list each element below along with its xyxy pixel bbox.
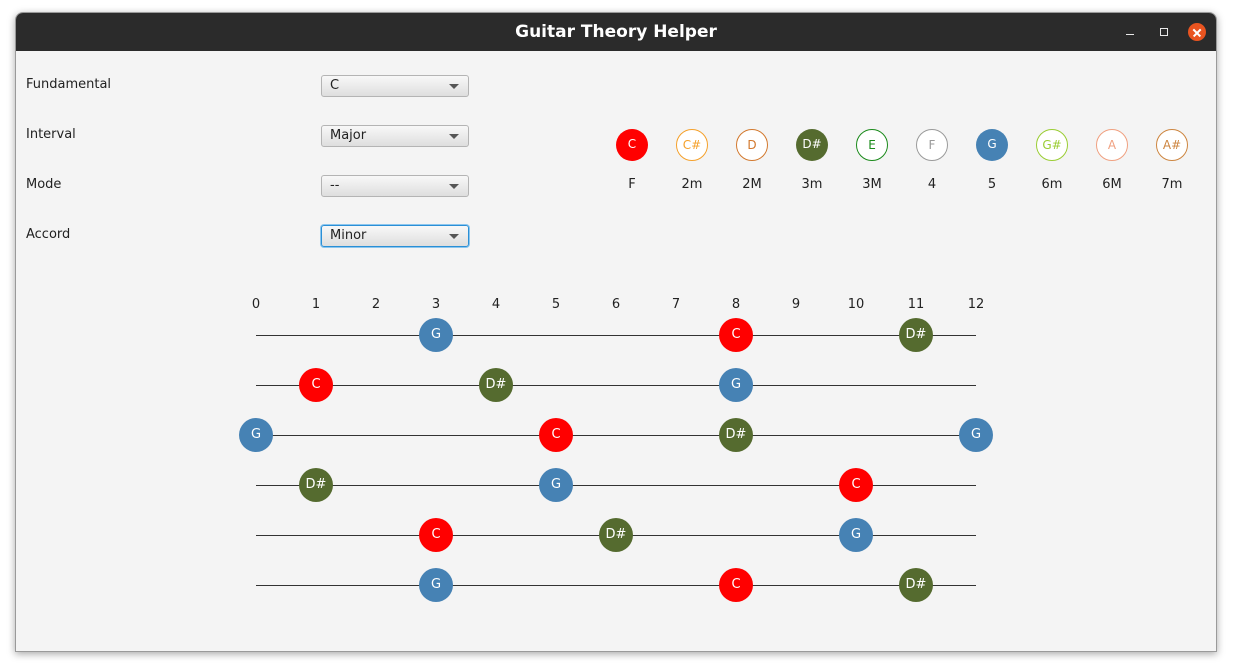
fret-number: 0 bbox=[251, 297, 261, 312]
fret-number: 7 bbox=[671, 297, 681, 312]
legend-note: A bbox=[1096, 129, 1128, 161]
interval-dropdown[interactable]: Major bbox=[321, 125, 469, 147]
fretboard-note: C bbox=[299, 368, 333, 402]
fret-number: 8 bbox=[731, 297, 741, 312]
title-bar[interactable]: Guitar Theory Helper bbox=[16, 13, 1216, 51]
fret-number: 6 bbox=[611, 297, 621, 312]
fundamental-label: Fundamental bbox=[26, 77, 112, 92]
legend-interval-label: 2M bbox=[742, 177, 762, 192]
mode-dropdown[interactable]: -- bbox=[321, 175, 469, 197]
maximize-icon[interactable] bbox=[1155, 23, 1173, 41]
guitar-string bbox=[256, 385, 976, 386]
fretboard-note: G bbox=[239, 418, 273, 452]
fret-number: 9 bbox=[791, 297, 801, 312]
legend-note: C# bbox=[676, 129, 708, 161]
fretboard-note: G bbox=[719, 368, 753, 402]
fretboard-note: D# bbox=[899, 568, 933, 602]
fret-number: 3 bbox=[431, 297, 441, 312]
mode-label: Mode bbox=[26, 177, 62, 192]
app-window: Guitar Theory Helper Fundamental C Interva… bbox=[15, 12, 1217, 652]
accord-selected-value: Minor bbox=[330, 228, 367, 243]
legend-interval-label: 3m bbox=[801, 177, 823, 192]
fretboard-note: D# bbox=[299, 468, 333, 502]
guitar-string bbox=[256, 585, 976, 586]
fret-number: 4 bbox=[491, 297, 501, 312]
fundamental-dropdown[interactable]: C bbox=[321, 75, 469, 97]
legend-interval-label: 5 bbox=[987, 177, 997, 192]
fret-number: 5 bbox=[551, 297, 561, 312]
fretboard-note: C bbox=[719, 318, 753, 352]
minimize-icon[interactable] bbox=[1121, 23, 1139, 41]
chevron-down-icon bbox=[449, 234, 459, 239]
legend-note: E bbox=[856, 129, 888, 161]
fret-number: 1 bbox=[311, 297, 321, 312]
mode-selected-value: -- bbox=[330, 178, 340, 193]
fret-number: 11 bbox=[907, 297, 925, 312]
legend-note: G bbox=[976, 129, 1008, 161]
chevron-down-icon bbox=[449, 184, 459, 189]
fretboard-note: G bbox=[839, 518, 873, 552]
legend-note: A# bbox=[1156, 129, 1188, 161]
fundamental-selected-value: C bbox=[330, 78, 340, 93]
legend-interval-label: F bbox=[628, 177, 636, 192]
window-title: Guitar Theory Helper bbox=[515, 22, 717, 42]
legend-note: F bbox=[916, 129, 948, 161]
fret-number: 2 bbox=[371, 297, 381, 312]
fretboard-note: G bbox=[419, 318, 453, 352]
guitar-string bbox=[256, 335, 976, 336]
accord-label: Accord bbox=[26, 227, 71, 242]
legend-interval-label: 7m bbox=[1161, 177, 1183, 192]
fretboard-note: G bbox=[959, 418, 993, 452]
guitar-string bbox=[256, 435, 976, 436]
legend-note: D# bbox=[796, 129, 828, 161]
legend-interval-label: 4 bbox=[927, 177, 937, 192]
fret-number: 12 bbox=[967, 297, 985, 312]
fretboard-note: G bbox=[419, 568, 453, 602]
fretboard-note: G bbox=[539, 468, 573, 502]
chevron-down-icon bbox=[449, 134, 459, 139]
fretboard-note: C bbox=[539, 418, 573, 452]
interval-label: Interval bbox=[26, 127, 76, 142]
legend-note: C bbox=[616, 129, 648, 161]
legend-interval-label: 3M bbox=[862, 177, 882, 192]
chevron-down-icon bbox=[449, 84, 459, 89]
fretboard-note: C bbox=[719, 568, 753, 602]
accord-dropdown[interactable]: Minor bbox=[321, 225, 469, 247]
fretboard-note: C bbox=[839, 468, 873, 502]
close-icon[interactable] bbox=[1188, 23, 1206, 41]
fretboard-note: D# bbox=[599, 518, 633, 552]
guitar-string bbox=[256, 485, 976, 486]
legend-interval-label: 6M bbox=[1102, 177, 1122, 192]
fretboard-note: D# bbox=[479, 368, 513, 402]
fretboard-note: C bbox=[419, 518, 453, 552]
fret-number: 10 bbox=[847, 297, 865, 312]
legend-note: G# bbox=[1036, 129, 1068, 161]
interval-selected-value: Major bbox=[330, 128, 367, 143]
legend-note: D bbox=[736, 129, 768, 161]
fretboard-note: D# bbox=[899, 318, 933, 352]
fretboard-note: D# bbox=[719, 418, 753, 452]
legend-interval-label: 6m bbox=[1041, 177, 1063, 192]
legend-interval-label: 2m bbox=[681, 177, 703, 192]
